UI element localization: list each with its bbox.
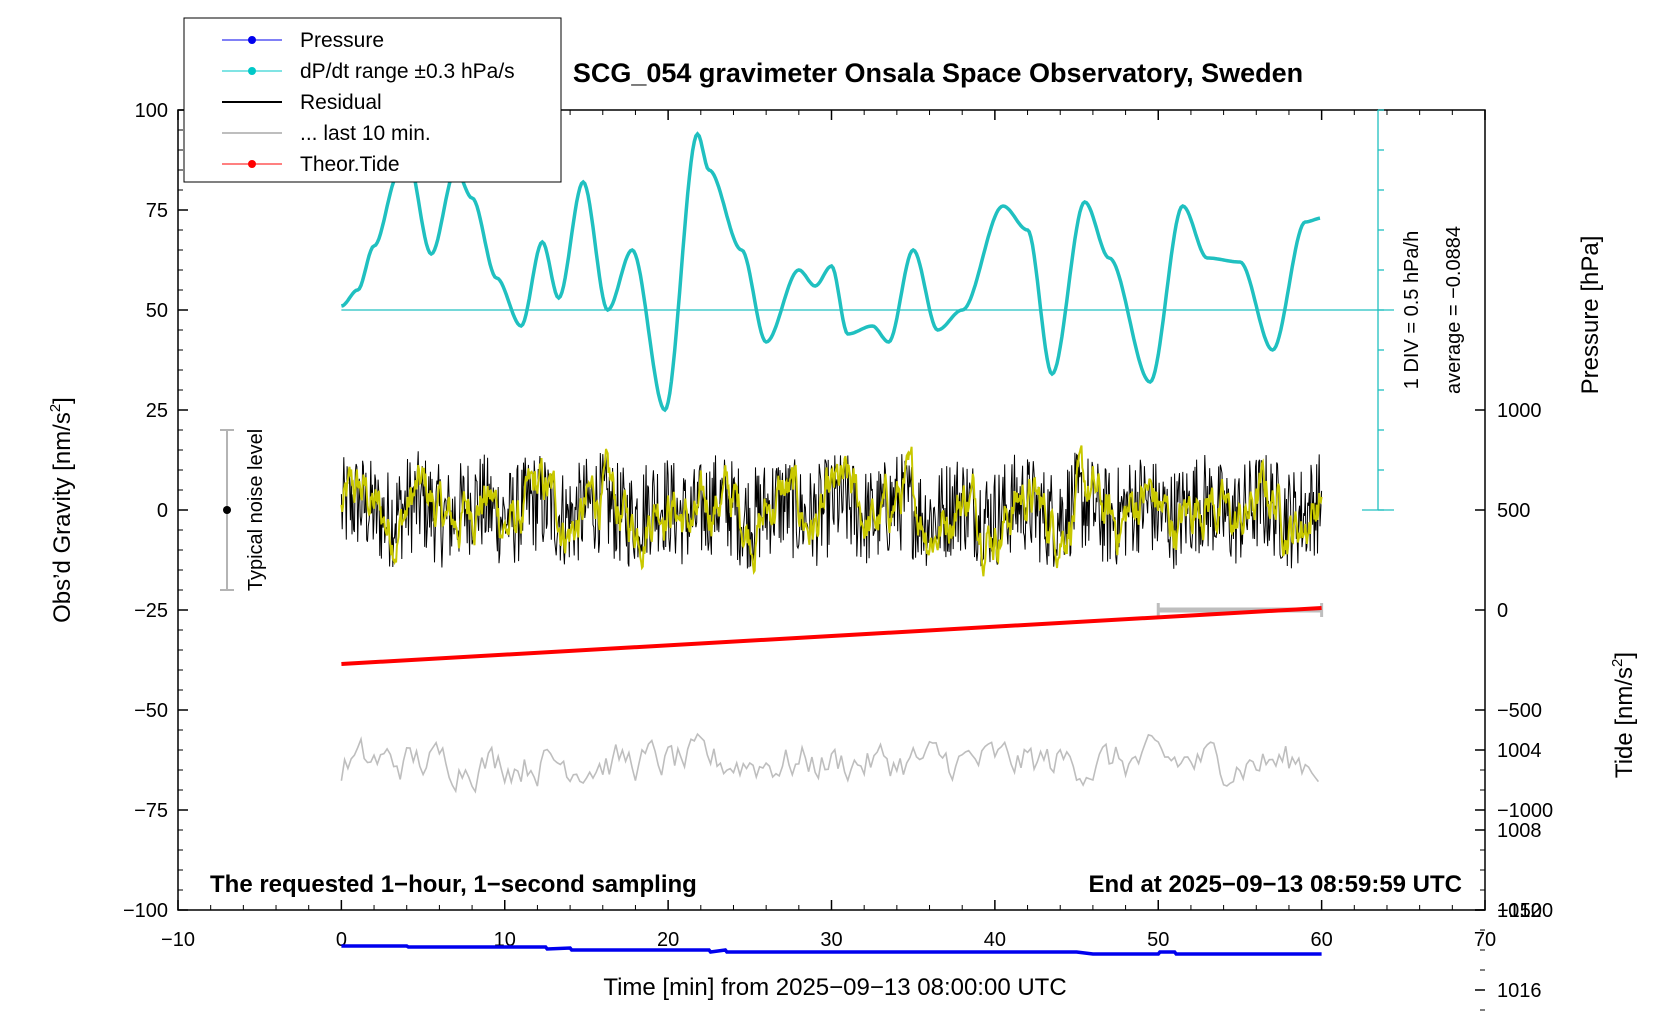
y-tick-label: 50 (146, 300, 168, 322)
pressure-tick-label: 1004 (1497, 740, 1542, 762)
x-tick-label: 30 (820, 929, 842, 951)
dpdt-line (340, 131, 1321, 413)
x-tick-label: 40 (984, 929, 1006, 951)
x-tick-label: 20 (657, 929, 679, 951)
legend-item: Theor.Tide (222, 153, 400, 176)
y-tick-label: −25 (134, 600, 168, 622)
residual-line (340, 451, 1323, 569)
dpdt-div-note: 1 DIV = 0.5 hPa/h (1401, 231, 1423, 389)
legend-box (183, 17, 562, 183)
tide-line (341, 606, 1322, 666)
tide-tick-label: −1500 (1497, 900, 1553, 922)
tide-tick-label: 500 (1497, 500, 1530, 522)
pressure-tick-label: 1008 (1497, 820, 1542, 842)
y-tick-label: −75 (134, 800, 168, 822)
legend-item: ... last 10 min. (222, 122, 431, 145)
y-tick-label: 100 (135, 100, 168, 122)
legend-label: dP/dt range ±0.3 hPa/s (300, 60, 515, 83)
tide-tick-label: 1000 (1497, 400, 1542, 422)
y-tick-label: 25 (146, 400, 168, 422)
x-tick-label: 60 (1311, 929, 1333, 951)
y-axis-label-sup: 2 (47, 404, 64, 412)
residual-smoothed-line (340, 445, 1323, 577)
tide-axis-label: Tide [nm/s2] (1609, 652, 1638, 778)
legend-label: Pressure (300, 29, 384, 52)
pressure-tick-label: 1016 (1497, 980, 1542, 1002)
y-tick-label: 0 (157, 500, 168, 522)
legend-label: Theor.Tide (300, 153, 400, 176)
annotation-right: End at 2025−09−13 08:59:59 UTC (1088, 871, 1462, 898)
x-axis-label: Time [min] from 2025−09−13 08:00:00 UTC (603, 974, 1066, 1001)
pressure-axis-label: Pressure [hPa] (1577, 236, 1604, 395)
legend-marker (248, 160, 256, 168)
legend-label: Residual (300, 91, 382, 114)
annotation-left: The requested 1−hour, 1−second sampling (210, 871, 697, 898)
legend-marker (248, 36, 256, 44)
tide-axis-label-end: ] (1611, 652, 1638, 659)
pressure-tick-label: 1012 (1497, 900, 1542, 922)
tide-axis-label-sup: 2 (1609, 659, 1626, 667)
y-tick-label: 75 (146, 200, 168, 222)
x-tick-label: 70 (1474, 929, 1496, 951)
tide-tick-label: 0 (1497, 600, 1508, 622)
x-tick-label: 50 (1147, 929, 1169, 951)
pressure-line (341, 944, 1322, 956)
last10-trace (340, 732, 1320, 794)
y-axis-label: Obs’d Gravity [nm/s2] (47, 397, 76, 623)
y-tick-label: −50 (134, 700, 168, 722)
legend-item: Residual (222, 91, 382, 114)
tide-tick-label: −500 (1497, 700, 1542, 722)
legend-item: Pressure (222, 29, 384, 52)
x-tick-label: 0 (336, 929, 347, 951)
noise-bar-center (223, 506, 232, 514)
y-axis-label-end: ] (49, 397, 76, 404)
tide-tick-label: −1000 (1497, 800, 1553, 822)
y-tick-label: −100 (123, 900, 168, 922)
legend-label: ... last 10 min. (300, 122, 431, 145)
noise-level-label: Typical noise level (245, 429, 267, 591)
legend-item: dP/dt range ±0.3 hPa/s (222, 60, 515, 83)
legend-marker (248, 67, 256, 75)
x-tick-label: −10 (161, 929, 195, 951)
dpdt-average-note: average = −0.0884 (1443, 226, 1465, 394)
chart-title: SCG_054 gravimeter Onsala Space Observat… (573, 58, 1303, 88)
